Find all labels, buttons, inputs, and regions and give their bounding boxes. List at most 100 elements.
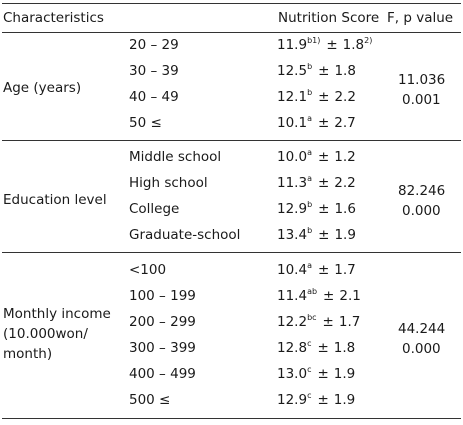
footnote-marker: 2) <box>364 36 373 45</box>
mean-value: 10.1 <box>277 115 308 131</box>
nutrition-score-cell: 13.4b ±1.9 <box>277 226 356 245</box>
significance-letter: a <box>307 148 312 157</box>
significance-letter: bc <box>307 313 317 322</box>
mean-value: 10.4 <box>277 262 308 278</box>
plus-minus: ± <box>318 201 330 217</box>
mean-value: 12.2 <box>277 314 308 330</box>
mean-value: 13.4 <box>277 227 308 243</box>
plus-minus: ± <box>326 37 338 53</box>
significance-letter: a <box>307 261 312 270</box>
p-value: 0.000 <box>402 203 441 219</box>
header-f-p-value: F, p value <box>387 10 454 26</box>
plus-minus: ± <box>317 340 329 356</box>
sd-value: 2.2 <box>334 175 356 191</box>
sd-value: 1.8 <box>342 37 365 53</box>
rule-bottom <box>2 418 461 419</box>
f-value: 82.246 <box>398 183 446 199</box>
plus-minus: ± <box>322 314 334 330</box>
mean-value: 12.1 <box>277 89 308 105</box>
group-label: Education level <box>3 192 107 208</box>
rule-education <box>2 252 461 253</box>
nutrition-score-cell: 12.9b ±1.6 <box>277 200 356 219</box>
level-label: 100 – 199 <box>129 288 196 304</box>
significance-letter: b1) <box>307 36 321 45</box>
sd-value: 1.8 <box>334 63 356 79</box>
plus-minus: ± <box>317 115 330 131</box>
level-label: 20 – 29 <box>129 37 179 53</box>
sd-value: 1.6 <box>334 201 356 217</box>
sd-value: 2.2 <box>334 89 356 105</box>
sd-value: 2.1 <box>339 288 361 304</box>
significance-letter: b <box>307 62 313 71</box>
nutrition-score-cell: 10.1a ±2.7 <box>277 114 356 133</box>
level-label: Graduate-school <box>129 227 241 243</box>
mean-value: 12.8 <box>277 340 308 356</box>
rule-header <box>2 32 461 33</box>
sd-value: 1.9 <box>334 227 356 243</box>
p-value: 0.000 <box>402 341 441 357</box>
nutrition-score-cell: 10.0a ±1.2 <box>277 148 356 167</box>
mean-value: 11.9 <box>277 37 308 53</box>
significance-letter: a <box>307 114 312 123</box>
plus-minus: ± <box>317 175 330 191</box>
rule-top <box>2 3 461 4</box>
mean-value: 13.0 <box>277 366 308 382</box>
f-value: 11.036 <box>398 72 446 88</box>
level-label: 40 – 49 <box>129 89 179 105</box>
group-label: Monthly income <box>3 306 111 322</box>
level-label: 400 – 499 <box>129 366 196 382</box>
group-label: Age (years) <box>3 80 82 96</box>
mean-value: 12.9 <box>277 392 308 408</box>
nutrition-score-cell: 12.2bc ±1.7 <box>277 313 361 332</box>
level-label: 500 ≤ <box>129 392 171 408</box>
p-value: 0.001 <box>402 92 441 108</box>
level-label: High school <box>129 175 208 191</box>
level-label: <100 <box>129 262 167 278</box>
nutrition-score-cell: 11.9b1) ±1.82) <box>277 36 373 55</box>
significance-letter: c <box>307 339 312 348</box>
plus-minus: ± <box>318 63 330 79</box>
nutrition-score-cell: 12.5b ±1.8 <box>277 62 356 81</box>
mean-value: 10.0 <box>277 149 308 165</box>
f-value: 44.244 <box>398 321 446 337</box>
plus-minus: ± <box>317 366 329 382</box>
mean-value: 11.4 <box>277 288 308 304</box>
significance-letter: b <box>307 226 313 235</box>
level-label: 50 ≤ <box>129 115 162 131</box>
sd-value: 1.2 <box>334 149 356 165</box>
nutrition-score-cell: 13.0c ±1.9 <box>277 365 356 384</box>
plus-minus: ± <box>323 288 335 304</box>
mean-value: 12.5 <box>277 63 308 79</box>
sd-value: 1.9 <box>333 366 356 382</box>
mean-value: 11.3 <box>277 175 308 191</box>
sd-value: 1.8 <box>333 340 356 356</box>
group-label: (10.000won/ <box>3 326 88 342</box>
level-label: 300 – 399 <box>129 340 196 356</box>
nutrition-score-cell: 12.1b ±2.2 <box>277 88 356 107</box>
significance-letter: b <box>307 200 313 209</box>
group-label: month) <box>3 346 53 362</box>
nutrition-score-cell: 11.4ab ±2.1 <box>277 287 361 306</box>
nutrition-score-cell: 11.3a ±2.2 <box>277 174 356 193</box>
plus-minus: ± <box>318 227 330 243</box>
significance-letter: c <box>307 391 312 400</box>
sd-value: 1.7 <box>334 262 356 278</box>
significance-letter: a <box>307 174 312 183</box>
level-label: 30 – 39 <box>129 63 179 79</box>
level-label: 200 – 299 <box>129 314 196 330</box>
significance-letter: b <box>307 88 313 97</box>
sd-value: 1.9 <box>333 392 356 408</box>
nutrition-score-cell: 12.8c ±1.8 <box>277 339 356 358</box>
level-label: College <box>129 201 180 217</box>
significance-letter: c <box>307 365 312 374</box>
rule-age <box>2 140 461 141</box>
plus-minus: ± <box>317 392 329 408</box>
plus-minus: ± <box>318 89 330 105</box>
plus-minus: ± <box>317 149 330 165</box>
sd-value: 1.7 <box>338 314 361 330</box>
header-nutrition-score: Nutrition Score <box>278 10 380 26</box>
mean-value: 12.9 <box>277 201 308 217</box>
sd-value: 2.7 <box>334 115 356 131</box>
header-characteristics: Characteristics <box>3 10 104 26</box>
level-label: Middle school <box>129 149 222 165</box>
